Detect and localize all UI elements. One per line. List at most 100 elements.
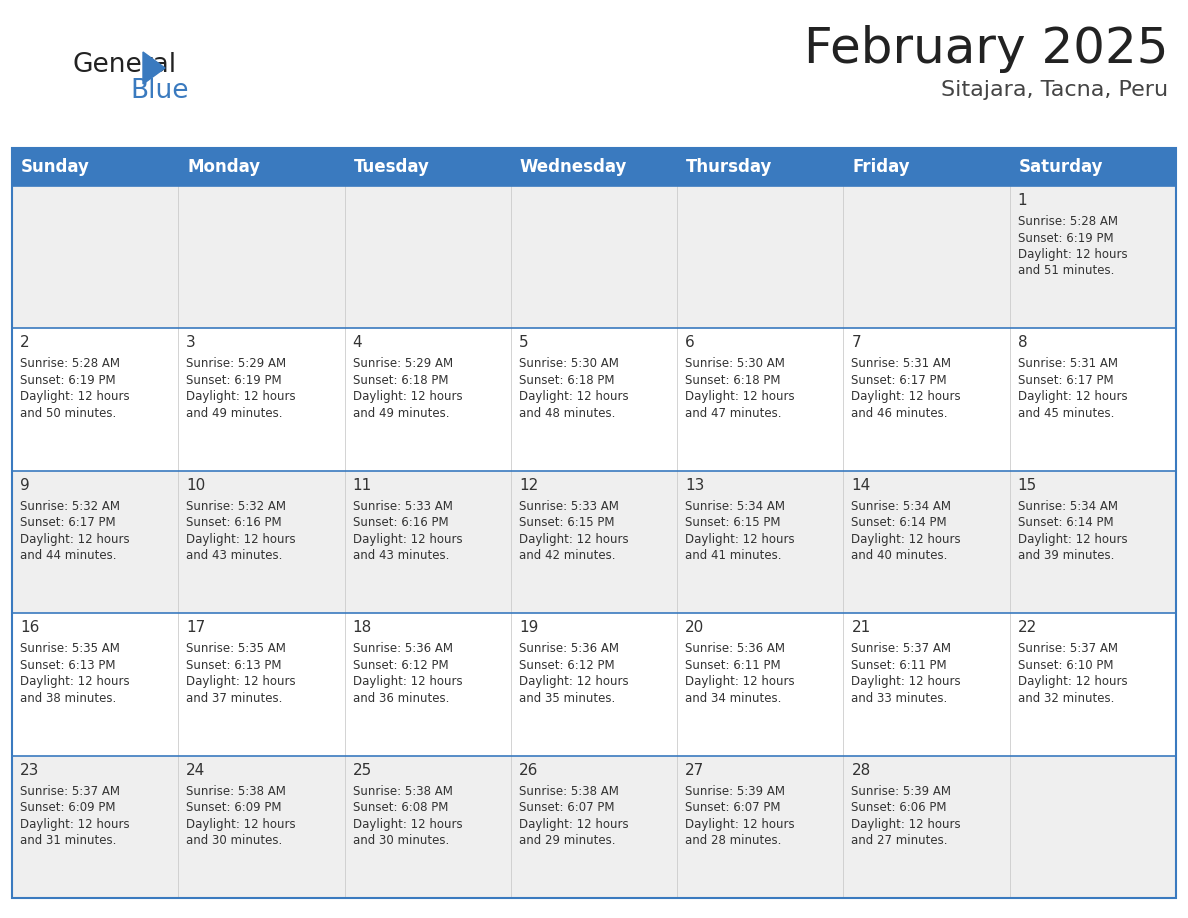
Text: Daylight: 12 hours: Daylight: 12 hours [353,676,462,688]
Text: 2: 2 [20,335,30,351]
Text: Daylight: 12 hours: Daylight: 12 hours [1018,532,1127,546]
Text: Daylight: 12 hours: Daylight: 12 hours [20,676,129,688]
Text: Sunrise: 5:32 AM: Sunrise: 5:32 AM [187,499,286,513]
Text: and 49 minutes.: and 49 minutes. [353,407,449,420]
Text: 12: 12 [519,477,538,493]
Text: Sunrise: 5:36 AM: Sunrise: 5:36 AM [353,643,453,655]
Text: and 29 minutes.: and 29 minutes. [519,834,615,847]
Text: 16: 16 [20,621,39,635]
Text: Daylight: 12 hours: Daylight: 12 hours [519,532,628,546]
Text: Daylight: 12 hours: Daylight: 12 hours [852,818,961,831]
Bar [677,148,843,186]
Text: Daylight: 12 hours: Daylight: 12 hours [1018,390,1127,403]
Text: Sunrise: 5:30 AM: Sunrise: 5:30 AM [685,357,785,370]
Text: Sunset: 6:11 PM: Sunset: 6:11 PM [685,659,781,672]
Text: Friday: Friday [853,158,910,176]
Text: Sunset: 6:13 PM: Sunset: 6:13 PM [20,659,115,672]
Text: Sunday: Sunday [21,158,90,176]
Text: Sunset: 6:16 PM: Sunset: 6:16 PM [187,516,282,530]
Text: Daylight: 12 hours: Daylight: 12 hours [852,532,961,546]
Text: Sunset: 6:16 PM: Sunset: 6:16 PM [353,516,448,530]
Text: Sunrise: 5:29 AM: Sunrise: 5:29 AM [353,357,453,370]
Text: Daylight: 12 hours: Daylight: 12 hours [187,818,296,831]
Text: Sunset: 6:08 PM: Sunset: 6:08 PM [353,801,448,814]
Text: 23: 23 [20,763,39,778]
Text: and 34 minutes.: and 34 minutes. [685,691,782,705]
Bar [12,471,1176,613]
Text: 6: 6 [685,335,695,351]
Text: Daylight: 12 hours: Daylight: 12 hours [353,390,462,403]
Text: Sunrise: 5:38 AM: Sunrise: 5:38 AM [353,785,453,798]
Text: Sunset: 6:12 PM: Sunset: 6:12 PM [353,659,448,672]
Text: Sunset: 6:10 PM: Sunset: 6:10 PM [1018,659,1113,672]
Text: Daylight: 12 hours: Daylight: 12 hours [20,532,129,546]
Bar [12,756,1176,898]
Text: and 30 minutes.: and 30 minutes. [187,834,283,847]
Text: and 41 minutes.: and 41 minutes. [685,549,782,563]
Text: 27: 27 [685,763,704,778]
Text: and 49 minutes.: and 49 minutes. [187,407,283,420]
Text: Daylight: 12 hours: Daylight: 12 hours [852,676,961,688]
Text: General: General [72,52,176,78]
Text: 10: 10 [187,477,206,493]
Text: Daylight: 12 hours: Daylight: 12 hours [1018,676,1127,688]
Text: Sunrise: 5:31 AM: Sunrise: 5:31 AM [1018,357,1118,370]
Text: Sunset: 6:18 PM: Sunset: 6:18 PM [353,374,448,386]
Text: Sunrise: 5:28 AM: Sunrise: 5:28 AM [20,357,120,370]
Text: 25: 25 [353,763,372,778]
Text: and 43 minutes.: and 43 minutes. [187,549,283,563]
Polygon shape [143,52,165,84]
Text: Sunrise: 5:32 AM: Sunrise: 5:32 AM [20,499,120,513]
Text: Sunset: 6:19 PM: Sunset: 6:19 PM [20,374,115,386]
Text: Sunrise: 5:36 AM: Sunrise: 5:36 AM [685,643,785,655]
Text: Sunset: 6:09 PM: Sunset: 6:09 PM [20,801,115,814]
Text: Sunrise: 5:39 AM: Sunrise: 5:39 AM [685,785,785,798]
Text: Sunrise: 5:36 AM: Sunrise: 5:36 AM [519,643,619,655]
Text: and 36 minutes.: and 36 minutes. [353,691,449,705]
Text: Thursday: Thursday [687,158,772,176]
Text: and 48 minutes.: and 48 minutes. [519,407,615,420]
Text: Tuesday: Tuesday [354,158,429,176]
Text: and 43 minutes.: and 43 minutes. [353,549,449,563]
Bar [511,148,677,186]
Bar [345,148,511,186]
Bar [12,329,1176,471]
Text: Sunset: 6:17 PM: Sunset: 6:17 PM [852,374,947,386]
Text: and 50 minutes.: and 50 minutes. [20,407,116,420]
Text: Sunset: 6:07 PM: Sunset: 6:07 PM [519,801,614,814]
Text: Sunrise: 5:34 AM: Sunrise: 5:34 AM [1018,499,1118,513]
Text: Sunset: 6:17 PM: Sunset: 6:17 PM [1018,374,1113,386]
Bar [12,148,178,186]
Text: February 2025: February 2025 [803,25,1168,73]
Text: 3: 3 [187,335,196,351]
Bar [12,186,1176,329]
Text: Daylight: 12 hours: Daylight: 12 hours [187,676,296,688]
Text: and 32 minutes.: and 32 minutes. [1018,691,1114,705]
Text: 4: 4 [353,335,362,351]
Text: and 27 minutes.: and 27 minutes. [852,834,948,847]
Text: 22: 22 [1018,621,1037,635]
Text: Daylight: 12 hours: Daylight: 12 hours [353,532,462,546]
Text: 19: 19 [519,621,538,635]
Text: Sunset: 6:11 PM: Sunset: 6:11 PM [852,659,947,672]
Text: 28: 28 [852,763,871,778]
Text: and 51 minutes.: and 51 minutes. [1018,264,1114,277]
Text: 14: 14 [852,477,871,493]
Text: 9: 9 [20,477,30,493]
Text: Sunset: 6:19 PM: Sunset: 6:19 PM [1018,231,1113,244]
Text: Sunrise: 5:38 AM: Sunrise: 5:38 AM [519,785,619,798]
Text: Daylight: 12 hours: Daylight: 12 hours [852,390,961,403]
Text: Daylight: 12 hours: Daylight: 12 hours [685,818,795,831]
Text: Sunrise: 5:37 AM: Sunrise: 5:37 AM [852,643,952,655]
Bar [178,148,345,186]
Text: Sunset: 6:18 PM: Sunset: 6:18 PM [685,374,781,386]
Text: and 37 minutes.: and 37 minutes. [187,691,283,705]
Text: 11: 11 [353,477,372,493]
Text: Daylight: 12 hours: Daylight: 12 hours [519,818,628,831]
Text: Daylight: 12 hours: Daylight: 12 hours [20,390,129,403]
Text: Blue: Blue [129,78,189,104]
Text: Sunset: 6:15 PM: Sunset: 6:15 PM [685,516,781,530]
Text: Daylight: 12 hours: Daylight: 12 hours [519,390,628,403]
Text: Sunset: 6:15 PM: Sunset: 6:15 PM [519,516,614,530]
Text: 24: 24 [187,763,206,778]
